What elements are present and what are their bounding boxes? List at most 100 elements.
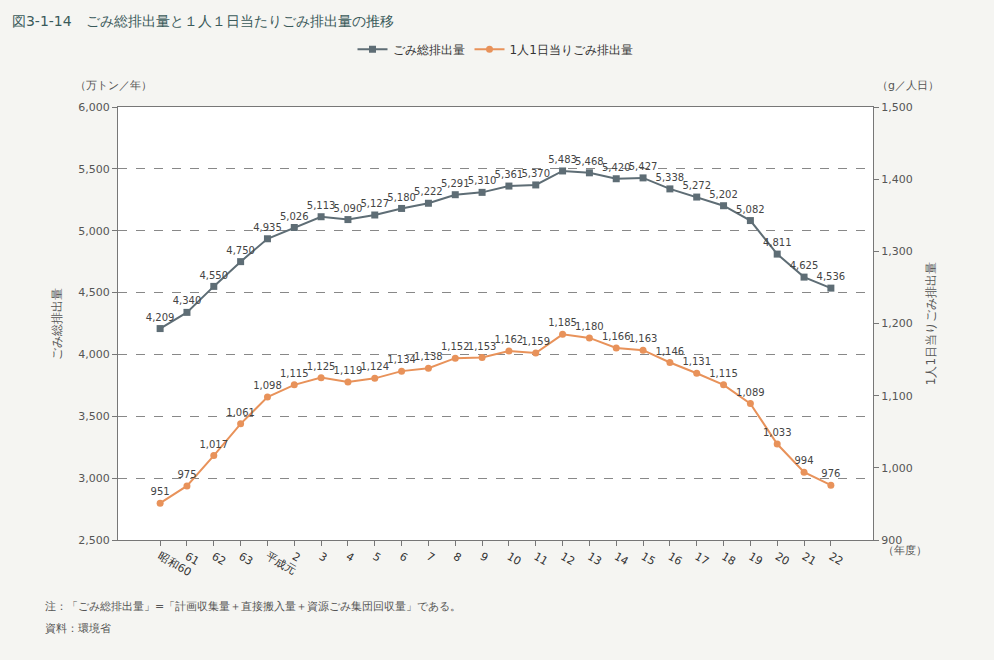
svg-text:5,026: 5,026: [280, 211, 309, 222]
svg-text:5,090: 5,090: [334, 203, 363, 214]
svg-text:1,166: 1,166: [602, 331, 631, 342]
svg-text:62: 62: [210, 550, 229, 568]
svg-text:1,125: 1,125: [307, 361, 336, 372]
svg-text:1,115: 1,115: [709, 368, 738, 379]
svg-text:4,000: 4,000: [78, 348, 110, 361]
svg-text:5,127: 5,127: [360, 198, 389, 209]
svg-text:975: 975: [177, 469, 196, 480]
svg-text:1,300: 1,300: [881, 245, 913, 258]
svg-text:5,291: 5,291: [441, 178, 470, 189]
svg-text:1,061: 1,061: [226, 407, 255, 418]
svg-text:4,209: 4,209: [146, 312, 175, 323]
svg-text:4,750: 4,750: [226, 245, 255, 256]
svg-text:21: 21: [800, 550, 819, 568]
svg-text:5,370: 5,370: [521, 168, 550, 179]
svg-text:1,098: 1,098: [253, 380, 282, 391]
svg-text:6,000: 6,000: [78, 101, 110, 114]
svg-text:1,180: 1,180: [575, 321, 604, 332]
svg-text:951: 951: [151, 486, 170, 497]
svg-text:6: 6: [397, 550, 410, 565]
svg-text:5,468: 5,468: [575, 156, 604, 167]
svg-text:1,119: 1,119: [334, 365, 363, 376]
svg-text:5,202: 5,202: [709, 189, 738, 200]
svg-text:5,222: 5,222: [414, 186, 443, 197]
svg-text:1,000: 1,000: [881, 462, 913, 475]
svg-text:5,361: 5,361: [495, 169, 524, 180]
svg-text:資料：環境省: 資料：環境省: [45, 622, 111, 635]
svg-text:5,000: 5,000: [78, 225, 110, 238]
svg-text:1,100: 1,100: [881, 390, 913, 403]
svg-text:4,340: 4,340: [173, 295, 202, 306]
svg-text:5,310: 5,310: [468, 175, 497, 186]
svg-text:15: 15: [639, 550, 658, 568]
svg-text:1,131: 1,131: [682, 356, 711, 367]
svg-text:22: 22: [827, 550, 846, 568]
svg-text:5,272: 5,272: [682, 180, 711, 191]
svg-text:994: 994: [795, 455, 814, 466]
svg-text:4,811: 4,811: [763, 237, 792, 248]
svg-text:4,935: 4,935: [253, 222, 282, 233]
svg-text:1人1日当りごみ排出量: 1人1日当りごみ排出量: [924, 262, 938, 385]
svg-text:18: 18: [719, 550, 738, 568]
svg-text:ごみ総排出量: ごみ総排出量: [393, 43, 465, 57]
svg-text:16: 16: [666, 550, 685, 568]
svg-text:1,115: 1,115: [280, 368, 309, 379]
svg-text:10: 10: [505, 550, 524, 568]
svg-text:4: 4: [344, 550, 357, 565]
svg-text:17: 17: [692, 550, 711, 568]
svg-text:5,500: 5,500: [78, 163, 110, 176]
svg-text:昭和60: 昭和60: [156, 550, 194, 579]
svg-text:ごみ総排出量: ごみ総排出量: [50, 288, 64, 360]
svg-text:1,200: 1,200: [881, 317, 913, 330]
svg-text:1,138: 1,138: [414, 351, 443, 362]
svg-text:平成元: 平成元: [263, 550, 298, 578]
svg-text:976: 976: [821, 468, 840, 479]
svg-text:注：「ごみ総排出量」=「計画収集量＋直接搬入量＋資源ごみ集団: 注：「ごみ総排出量」=「計画収集量＋直接搬入量＋資源ごみ集団回収量」である。: [45, 600, 461, 613]
svg-text:1,400: 1,400: [881, 173, 913, 186]
svg-text:1,159: 1,159: [521, 336, 550, 347]
svg-text:（年度）: （年度）: [883, 544, 927, 557]
svg-text:1,124: 1,124: [360, 361, 389, 372]
svg-text:3,500: 3,500: [78, 410, 110, 423]
svg-text:20: 20: [773, 550, 792, 568]
svg-text:12: 12: [558, 550, 577, 568]
svg-text:2: 2: [290, 550, 303, 565]
svg-text:1,017: 1,017: [199, 439, 228, 450]
svg-text:1,162: 1,162: [495, 334, 524, 345]
svg-text:61: 61: [183, 550, 202, 568]
svg-text:5,113: 5,113: [307, 200, 336, 211]
svg-text:63: 63: [236, 550, 255, 568]
svg-text:1,033: 1,033: [763, 427, 792, 438]
svg-text:4,625: 4,625: [790, 260, 819, 271]
svg-text:4,536: 4,536: [817, 271, 846, 282]
svg-text:（万トン／年）: （万トン／年）: [75, 79, 152, 92]
svg-text:図3-1-14 ごみ総排出量と１人１日当たりごみ排出量の推移: 図3-1-14 ごみ総排出量と１人１日当たりごみ排出量の推移: [12, 13, 394, 29]
svg-text:1,146: 1,146: [656, 346, 685, 357]
svg-text:1,153: 1,153: [468, 341, 497, 352]
svg-text:4,500: 4,500: [78, 286, 110, 299]
svg-text:1,163: 1,163: [629, 333, 658, 344]
svg-text:5,180: 5,180: [387, 192, 416, 203]
svg-text:19: 19: [746, 550, 765, 568]
svg-text:7: 7: [424, 550, 437, 565]
svg-text:5,483: 5,483: [548, 154, 577, 165]
svg-text:1,500: 1,500: [881, 101, 913, 114]
svg-text:3: 3: [317, 550, 330, 565]
svg-text:11: 11: [532, 550, 551, 568]
svg-text:1,185: 1,185: [548, 317, 577, 328]
svg-text:3,000: 3,000: [78, 472, 110, 485]
svg-text:（g／人日）: （g／人日）: [877, 79, 939, 92]
svg-text:1,152: 1,152: [441, 341, 470, 352]
svg-text:5,082: 5,082: [736, 204, 765, 215]
svg-text:5,420: 5,420: [602, 162, 631, 173]
svg-text:5,338: 5,338: [656, 172, 685, 183]
svg-text:5: 5: [371, 550, 384, 565]
svg-text:14: 14: [612, 550, 631, 568]
svg-text:4,550: 4,550: [199, 270, 228, 281]
svg-text:900: 900: [881, 534, 902, 547]
svg-text:5,427: 5,427: [629, 161, 658, 172]
svg-text:1,134: 1,134: [387, 354, 416, 365]
svg-text:8: 8: [451, 550, 464, 565]
svg-text:1人1日当りごみ排出量: 1人1日当りごみ排出量: [510, 43, 633, 57]
svg-text:13: 13: [585, 550, 604, 568]
